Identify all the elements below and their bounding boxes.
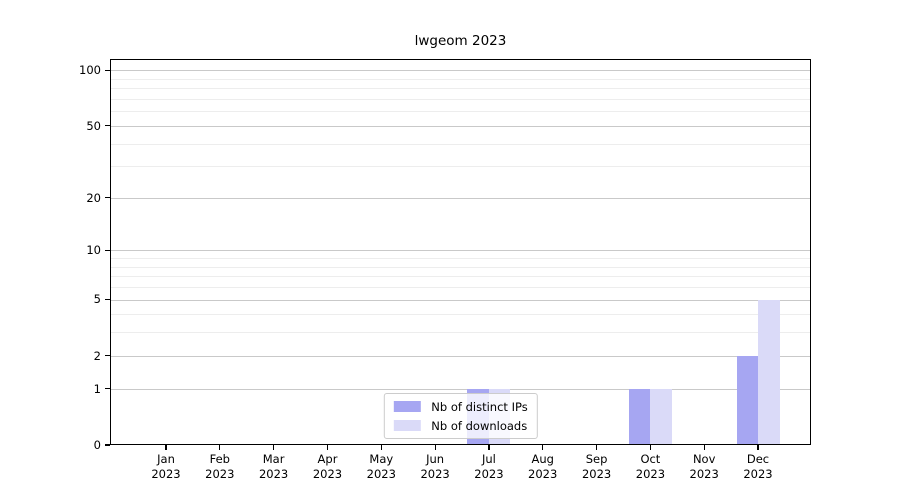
x-tick-label-month: Feb (209, 452, 230, 466)
x-tick-label: Dec 2023 (728, 452, 788, 482)
y-tick-mark (104, 355, 110, 357)
x-tick-mark (326, 445, 329, 450)
x-tick-label-month: Apr (317, 452, 338, 466)
x-tick-mark (488, 445, 490, 450)
x-tick-label: Mar 2023 (244, 452, 304, 482)
x-tick-label-year: 2023 (312, 467, 343, 481)
legend-label-distinct-ips: Nb of distinct IPs (431, 399, 528, 414)
x-tick-label-year: 2023 (689, 467, 719, 481)
x-tick-label-month: Jan (157, 452, 175, 466)
x-tick-mark (434, 445, 436, 450)
x-tick-label-month: Jun (426, 452, 445, 466)
x-tick-mark (165, 445, 167, 450)
bar (628, 388, 651, 445)
y-tick-label: 2 (93, 348, 101, 363)
x-tick-label-year: 2023 (205, 467, 235, 481)
gridline-minor (110, 111, 811, 113)
chart-title: lwgeom 2023 (414, 33, 507, 49)
x-tick-label-year: 2023 (151, 467, 181, 481)
bar (650, 388, 672, 445)
y-tick-label: 20 (86, 190, 101, 205)
x-tick-label-month: Aug (531, 452, 554, 466)
y-tick-label: 1 (93, 381, 101, 396)
y-tick-label: 5 (93, 292, 101, 307)
legend-item-distinct-ips: Nb of distinct IPs (393, 399, 528, 414)
gridline-minor (110, 266, 811, 268)
gridline-minor (110, 276, 811, 278)
x-tick-mark (219, 445, 221, 450)
x-tick-label-month: Nov (692, 452, 716, 466)
plot-area: Nb of distinct IPs Nb of downloads (110, 59, 811, 445)
x-tick-label: Jun 2023 (405, 452, 465, 482)
gridline-major (110, 388, 811, 390)
x-tick-label: Jan 2023 (136, 452, 196, 482)
gridline-minor (110, 88, 811, 90)
x-tick-mark (757, 445, 759, 450)
gridline-major (110, 250, 811, 252)
x-tick-mark (649, 445, 651, 450)
x-tick-label: Feb 2023 (190, 452, 250, 482)
x-tick-label-year: 2023 (474, 467, 504, 481)
gridline-minor (110, 314, 811, 316)
y-tick-mark (104, 388, 110, 390)
gridline-minor (110, 287, 811, 288)
x-tick-label-year: 2023 (743, 467, 773, 481)
gridline-major (110, 299, 811, 301)
gridline-minor (110, 332, 811, 334)
x-tick-label-month: Sep (585, 452, 608, 466)
gridline-major (110, 197, 811, 199)
y-tick-mark (104, 444, 110, 446)
legend: Nb of distinct IPs Nb of downloads (383, 393, 538, 439)
gridline-major (110, 355, 811, 357)
x-tick-label-month: Dec (746, 452, 770, 466)
x-tick-label: Aug 2023 (513, 452, 573, 482)
x-tick-label-year: 2023 (528, 467, 558, 481)
x-tick-mark (273, 445, 275, 450)
legend-label-downloads: Nb of downloads (431, 418, 528, 433)
legend-swatch-downloads-icon (393, 420, 421, 431)
gridline-minor (110, 143, 811, 145)
y-tick-mark (104, 298, 110, 301)
gridline-major (110, 70, 811, 72)
x-tick-label: May 2023 (351, 452, 411, 482)
gridline-minor (110, 78, 811, 80)
x-tick-label-year: 2023 (366, 467, 396, 481)
x-tick-label-month: Oct (640, 452, 661, 466)
bar (758, 299, 780, 445)
x-tick-mark (703, 445, 705, 450)
gridline-minor (110, 258, 811, 259)
x-tick-mark (542, 445, 544, 450)
y-tick-mark (104, 197, 110, 199)
x-tick-mark (595, 445, 598, 450)
y-tick-label: 10 (86, 243, 101, 257)
x-tick-label-year: 2023 (420, 467, 450, 481)
y-tick-label: 100 (79, 63, 101, 77)
y-tick-label: 50 (86, 118, 101, 133)
y-tick-mark (104, 69, 110, 71)
y-tick-mark (104, 249, 110, 251)
y-tick-mark (104, 125, 110, 127)
gridline-minor (110, 98, 811, 100)
axes-spines (110, 59, 811, 445)
x-tick-label-month: May (369, 452, 394, 466)
legend-swatch-distinct-ips-icon (393, 401, 421, 412)
x-tick-label: Oct 2023 (620, 452, 680, 482)
x-tick-label-month: Mar (262, 452, 285, 466)
legend-item-downloads: Nb of downloads (393, 418, 528, 433)
x-tick-mark (380, 445, 382, 450)
x-tick-label-year: 2023 (258, 467, 289, 481)
y-tick-label: 0 (93, 437, 101, 452)
x-tick-label-year: 2023 (581, 467, 612, 481)
x-tick-label: Nov 2023 (674, 452, 734, 482)
x-tick-label: Apr 2023 (298, 452, 358, 482)
x-tick-label: Jul 2023 (459, 452, 519, 482)
x-tick-label-month: Jul (481, 452, 496, 466)
bar (736, 355, 758, 445)
x-tick-label-year: 2023 (635, 467, 666, 481)
x-tick-label: Sep 2023 (567, 452, 627, 482)
gridline-major (110, 125, 811, 127)
gridline-minor (110, 166, 811, 168)
